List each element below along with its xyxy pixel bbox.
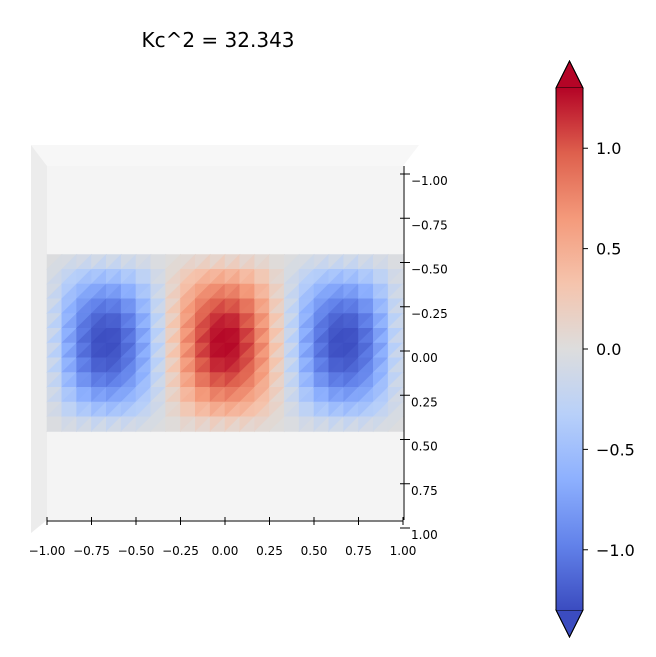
- y-tick-label: 0.50: [411, 440, 438, 454]
- x-tick-label: −0.25: [162, 544, 199, 558]
- colorbar: −1.0 −0.5 0.0 0.5 1.0: [555, 59, 635, 639]
- surface: [46, 253, 404, 433]
- colorbar-tick-label: −1.0: [596, 541, 635, 560]
- y-tick-label: 1.00: [411, 528, 438, 542]
- colorbar-tick-label: 1.0: [596, 139, 621, 158]
- x-tick-label: 0.25: [256, 544, 283, 558]
- chart-title: Kc^2 = 32.343: [141, 28, 295, 52]
- colorbar-tick-label: −0.5: [596, 440, 635, 459]
- colorbar-body: [556, 88, 583, 610]
- y-tick-label: −1.00: [411, 174, 448, 188]
- x-tick-label: −0.75: [73, 544, 110, 558]
- x-tick-label: 1.00: [390, 544, 417, 558]
- y-tick-label: 0.75: [411, 484, 438, 498]
- plot-area: [31, 145, 419, 533]
- colorbar-upper-extension: [555, 59, 584, 89]
- y-tick-label: 0.00: [411, 351, 438, 365]
- y-tick-label: −0.25: [411, 307, 448, 321]
- x-tick-label: −0.50: [118, 544, 155, 558]
- colorbar-tick-label: 0.0: [596, 340, 621, 359]
- y-axis: −1.00 −0.75 −0.50 −0.25 0.00 0.25 0.50 0.75 1.00: [400, 166, 448, 542]
- x-tick-label: −1.00: [29, 544, 66, 558]
- x-tick-label: 0.75: [345, 544, 372, 558]
- surface-triangle: [387, 416, 404, 432]
- colorbar-outline: [555, 59, 584, 639]
- y-tick-label: −0.75: [411, 218, 448, 232]
- x-tick-label: 0.00: [212, 544, 239, 558]
- colorbar-lower-extension: [555, 609, 584, 639]
- colorbar-tick-label: 0.5: [596, 240, 621, 259]
- top-pane: [31, 145, 419, 166]
- side-pane: [31, 145, 47, 533]
- x-axis: −1.00 −0.75 −0.50 −0.25 0.00 0.25 0.50 0.75 1.00: [29, 517, 417, 558]
- y-tick-label: 0.25: [411, 395, 438, 409]
- x-tick-label: 0.50: [301, 544, 328, 558]
- y-tick-label: −0.50: [411, 263, 448, 277]
